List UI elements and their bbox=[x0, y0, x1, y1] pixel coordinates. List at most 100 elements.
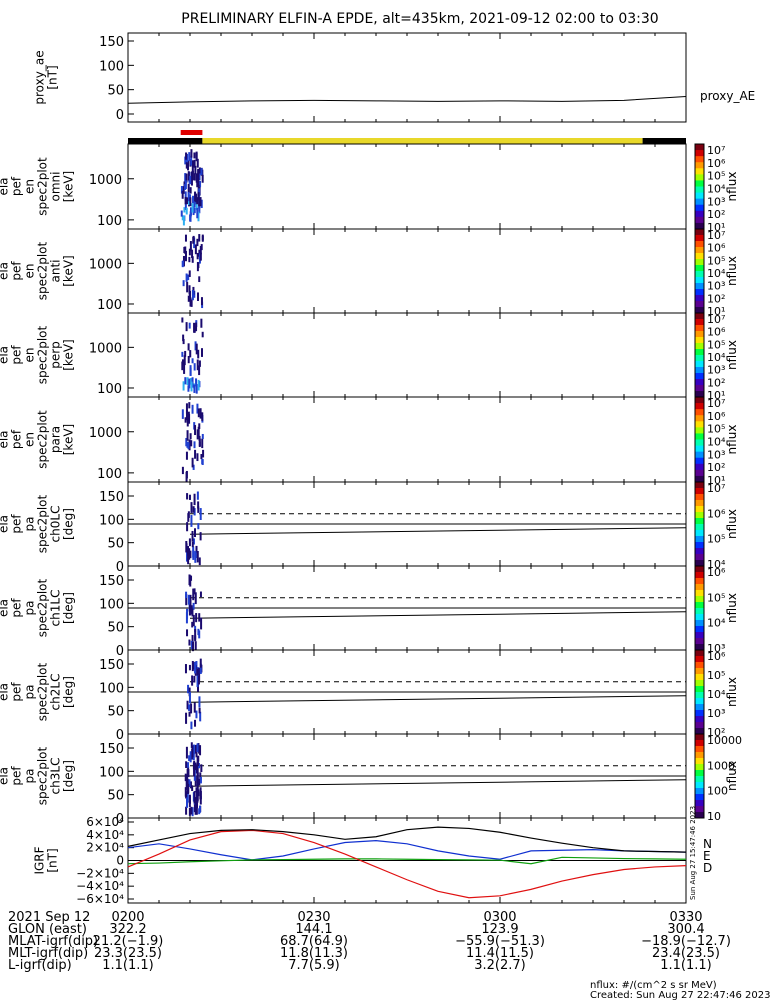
colorbar-tick-label: 10³ bbox=[707, 280, 725, 293]
spectrogram-pixel bbox=[184, 191, 187, 201]
spectrogram-pixel bbox=[185, 791, 188, 799]
spectrogram-pixel bbox=[185, 322, 188, 332]
x-row-name: 2021 Sep 12 bbox=[8, 910, 90, 925]
colorbar-swatch bbox=[695, 307, 704, 314]
spectrogram-pixel bbox=[197, 628, 200, 636]
spectrogram-pixel bbox=[190, 742, 193, 748]
spectrogram-pixel bbox=[187, 385, 190, 392]
colorbar-tick-label: 10⁶ bbox=[707, 650, 726, 663]
colorbar-swatch bbox=[695, 301, 704, 308]
y-tick-label: 50 bbox=[107, 84, 124, 99]
spectrogram-pixel bbox=[194, 775, 197, 787]
y-tick-label: −4×10⁴ bbox=[76, 879, 124, 893]
spectrogram-pixel bbox=[182, 280, 185, 287]
spectrogram-pixel bbox=[190, 721, 193, 730]
colorbar-tick-label: 10⁴ bbox=[707, 688, 726, 701]
proxy-ae-line bbox=[127, 95, 687, 104]
panel-ylabel: spec2plot bbox=[36, 578, 50, 637]
spectrogram-pixel bbox=[189, 214, 192, 222]
spectrogram-pixel bbox=[184, 773, 187, 782]
colorbar-tick-label: 10⁷ bbox=[707, 482, 725, 495]
panel-ylabel: pef bbox=[10, 345, 24, 365]
y-tick-label: 100 bbox=[97, 214, 122, 229]
spectrogram-pixel bbox=[191, 358, 194, 364]
spectrogram-pixel bbox=[181, 215, 184, 221]
spectrogram-pixel bbox=[194, 662, 197, 674]
spectrogram-pixel bbox=[199, 711, 202, 722]
spectrogram-pixel bbox=[187, 343, 190, 351]
colorbar-tick-label: 10 bbox=[707, 810, 721, 823]
colorbar-swatch bbox=[695, 271, 704, 278]
panel-ylabel: ela bbox=[0, 430, 11, 448]
spectrogram-pixel bbox=[186, 700, 189, 710]
y-tick-label: 100 bbox=[97, 298, 122, 313]
spectrogram-pixel bbox=[192, 464, 195, 470]
spectrogram-pixel bbox=[197, 408, 200, 418]
colorbar-tick-label: 10³ bbox=[707, 448, 725, 461]
y-tick-label: −2×10⁴ bbox=[76, 866, 124, 880]
spectrogram-pixel bbox=[195, 384, 198, 394]
spectrogram-pixel bbox=[195, 545, 198, 553]
colorbar-swatch bbox=[695, 156, 704, 163]
colorbar-swatch bbox=[695, 451, 704, 459]
spectrogram-pixel bbox=[182, 339, 185, 345]
panel-ylabel: ch1LC bbox=[49, 590, 63, 627]
colorbar-swatch bbox=[695, 289, 704, 296]
panel-ylabel: ch2LC bbox=[49, 674, 63, 711]
spectrogram-pixel bbox=[193, 702, 196, 713]
colorbar-tick-label: 10⁷ bbox=[707, 313, 725, 326]
colorbar-swatch bbox=[695, 313, 704, 320]
spectrogram-pixel bbox=[197, 523, 200, 530]
spectrogram-pixel bbox=[188, 439, 191, 451]
spectrogram-pixel bbox=[193, 384, 196, 393]
spectrogram-pixel bbox=[185, 712, 188, 724]
colorbar-swatch bbox=[695, 204, 704, 212]
spectrogram-pixel bbox=[193, 201, 196, 208]
colorbar-tick-label: 10⁴ bbox=[707, 267, 726, 280]
spectrogram-pixel bbox=[188, 248, 191, 256]
status-bar-segment bbox=[202, 138, 643, 144]
colorbar-swatch bbox=[695, 686, 704, 693]
colorbar-swatch bbox=[695, 578, 704, 585]
spectrogram-pixel bbox=[196, 181, 199, 188]
colorbar-tick-label: 10⁶ bbox=[707, 410, 726, 423]
spectrogram-pixel bbox=[193, 152, 196, 159]
spectrogram-pixel bbox=[187, 411, 190, 419]
spectrogram-pixel bbox=[188, 807, 191, 816]
spectrogram-pixel bbox=[191, 377, 194, 388]
colorbar-swatch bbox=[695, 746, 704, 753]
panel-ylabel: pa bbox=[23, 769, 37, 784]
spectrogram-pixel bbox=[185, 207, 188, 215]
y-tick-label: 0 bbox=[116, 812, 124, 827]
spectrogram-pixel bbox=[185, 746, 188, 759]
colorbar-swatch bbox=[695, 806, 704, 813]
spectrogram-pixel bbox=[194, 341, 197, 351]
colorbar-tick-label: 10⁶ bbox=[707, 326, 726, 339]
spectrogram-pixel bbox=[182, 215, 185, 226]
spectrogram-pixel bbox=[193, 528, 196, 538]
spectrogram-pixel bbox=[186, 608, 189, 619]
panel-ylabel: en bbox=[23, 348, 37, 363]
igrf-series-line bbox=[127, 856, 687, 865]
colorbar-swatch bbox=[695, 241, 704, 248]
spectrogram-pixel bbox=[193, 493, 196, 506]
panel-ylabel: [keV] bbox=[62, 424, 76, 455]
colorbar-swatch bbox=[695, 319, 704, 326]
loss-cone-line bbox=[189, 779, 687, 787]
x-row-value: 322.2 bbox=[109, 922, 146, 937]
spectrogram-pixel bbox=[191, 457, 194, 468]
spectrogram-pixel bbox=[199, 180, 202, 188]
colorbar-swatch bbox=[695, 668, 704, 675]
spectrogram-pixel bbox=[189, 290, 192, 299]
spectrogram-pixel bbox=[188, 402, 191, 409]
x-row-value: 0230 bbox=[297, 910, 330, 925]
spectrogram-pixel bbox=[196, 668, 199, 676]
panel-6: ela pef pa spec2plot ch1LC [deg] 150 100 50 0 10⁶ 1… bbox=[0, 565, 739, 659]
colorbar-swatch bbox=[695, 457, 704, 465]
colorbar-swatch bbox=[695, 174, 704, 181]
spectrogram-pixel bbox=[181, 409, 184, 419]
spectrogram-pixel bbox=[189, 367, 192, 376]
colorbar-swatch bbox=[695, 644, 704, 651]
colorbar-tick-label: 10⁴ bbox=[707, 617, 726, 630]
